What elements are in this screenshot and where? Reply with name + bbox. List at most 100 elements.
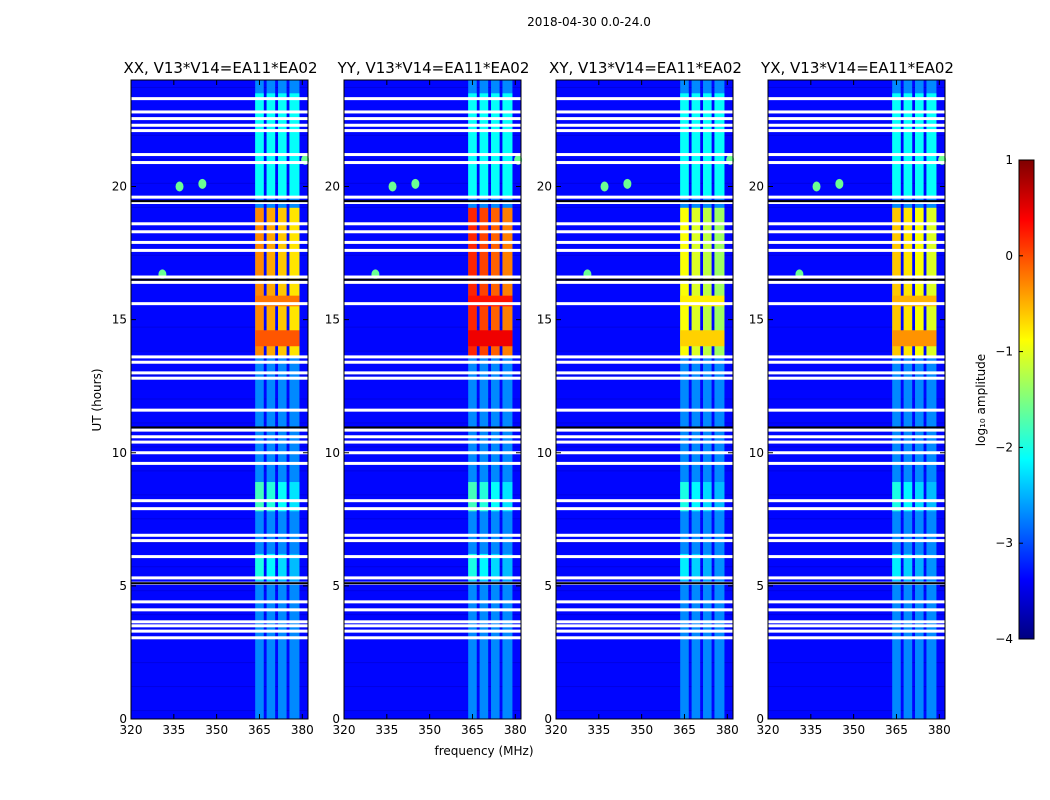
noise-stripe: [768, 662, 945, 664]
rfi-burst: [926, 482, 937, 512]
flagged-row: [556, 428, 733, 432]
flagged-row: [131, 371, 308, 375]
flagged-row: [556, 153, 733, 157]
y-tick-label: 0: [332, 712, 340, 726]
flagged-row: [556, 123, 733, 127]
x-tick-label: 365: [885, 723, 908, 737]
flagged-row: [768, 576, 945, 580]
flagged-row: [131, 230, 308, 234]
rfi-evening: [714, 93, 725, 198]
flagged-row: [768, 117, 945, 121]
flag-boundary: [768, 278, 945, 281]
flagged-row: [768, 123, 945, 127]
flagged-row: [344, 608, 521, 612]
flagged-row: [768, 248, 945, 252]
noise-stripe: [344, 86, 521, 88]
noise-stripe: [556, 326, 733, 328]
rfi-burst: [903, 553, 913, 581]
noise-stripe: [556, 614, 733, 616]
y-tick-label: 20: [749, 180, 764, 194]
noise-stripe: [556, 686, 733, 688]
rfi-burst: [680, 553, 689, 581]
flagged-row: [556, 451, 733, 455]
flagged-row: [131, 376, 308, 380]
flagged-row: [768, 608, 945, 612]
flag-boundary: [556, 278, 733, 281]
y-tick-label: 5: [756, 579, 764, 593]
flagged-row: [556, 555, 733, 559]
noise-stripe: [131, 134, 308, 136]
x-tick-label: 350: [842, 723, 865, 737]
flagged-row: [131, 620, 308, 624]
colorbar-tick-label: −4: [995, 632, 1013, 646]
x-tick-label: 380: [504, 723, 527, 737]
flagged-row: [131, 123, 308, 127]
panel-yx: YX, V13*V14=EA11*EA02 320 335 350 365 380 0 5 10…: [749, 59, 954, 737]
flagged-row: [131, 248, 308, 252]
flagged-row: [768, 371, 945, 375]
rfi-burst: [903, 482, 913, 512]
noise-stripe: [131, 158, 308, 160]
transient-blob: [623, 178, 632, 189]
noise-stripe: [768, 350, 945, 352]
noise-stripe: [344, 518, 521, 520]
rfi-burst: [892, 482, 901, 512]
rfi-column: [289, 80, 300, 719]
flagged-row: [344, 539, 521, 543]
flagged-row: [768, 555, 945, 559]
flagged-row: [768, 629, 945, 633]
noise-stripe: [768, 542, 945, 544]
rfi-column: [714, 80, 725, 719]
flagged-row: [344, 507, 521, 511]
rfi-evening: [915, 93, 924, 198]
noise-stripe: [768, 446, 945, 448]
noise-stripe: [768, 422, 945, 424]
colorbar-tick-label: −2: [995, 440, 1013, 454]
rfi-peak-strip: [892, 295, 937, 307]
flag-boundary: [556, 582, 733, 585]
noise-stripe: [768, 206, 945, 208]
x-tick-label: 335: [162, 723, 185, 737]
noise-stripe: [556, 470, 733, 472]
rfi-column: [915, 80, 924, 719]
flagged-row: [344, 576, 521, 580]
panels: XX, V13*V14=EA11*EA02 320 335 350 365 380 0 5 10…: [112, 59, 954, 737]
flagged-row: [556, 507, 733, 511]
flag-boundary: [768, 582, 945, 585]
rfi-burst: [915, 553, 924, 581]
noise-stripe: [768, 86, 945, 88]
noise-stripe: [556, 86, 733, 88]
flagged-row: [556, 275, 733, 279]
flagged-row: [768, 275, 945, 279]
noise-stripe: [768, 614, 945, 616]
flagged-row: [131, 608, 308, 612]
rfi-burst: [703, 482, 712, 512]
rfi-evening: [703, 93, 712, 198]
noise-stripe: [344, 566, 521, 568]
noise-stripe: [768, 158, 945, 160]
noise-stripe: [131, 710, 308, 712]
flagged-row: [344, 435, 521, 439]
flagged-row: [344, 624, 521, 628]
flagged-row: [768, 222, 945, 226]
noise-stripe: [344, 182, 521, 184]
panel-title: YY, V13*V14=EA11*EA02: [337, 59, 530, 77]
flagged-row: [131, 629, 308, 633]
rfi-peak-strip: [680, 330, 725, 347]
flag-boundary: [768, 200, 945, 203]
colorbar-scale: [1018, 159, 1035, 640]
colorbar: −4 −3 −2 −1 0 1: [995, 153, 1035, 646]
flagged-row: [344, 360, 521, 364]
flagged-row: [131, 302, 308, 306]
rfi-peak-strip: [468, 330, 513, 347]
y-tick-label: 5: [332, 579, 340, 593]
rfi-evening: [479, 93, 489, 198]
noise-stripe: [768, 590, 945, 592]
noise-stripe: [556, 566, 733, 568]
noise-stripe: [556, 374, 733, 376]
y-tick-label: 0: [756, 712, 764, 726]
noise-stripe: [344, 686, 521, 688]
flagged-row: [768, 600, 945, 604]
rfi-column: [491, 80, 500, 719]
flagged-row: [344, 275, 521, 279]
